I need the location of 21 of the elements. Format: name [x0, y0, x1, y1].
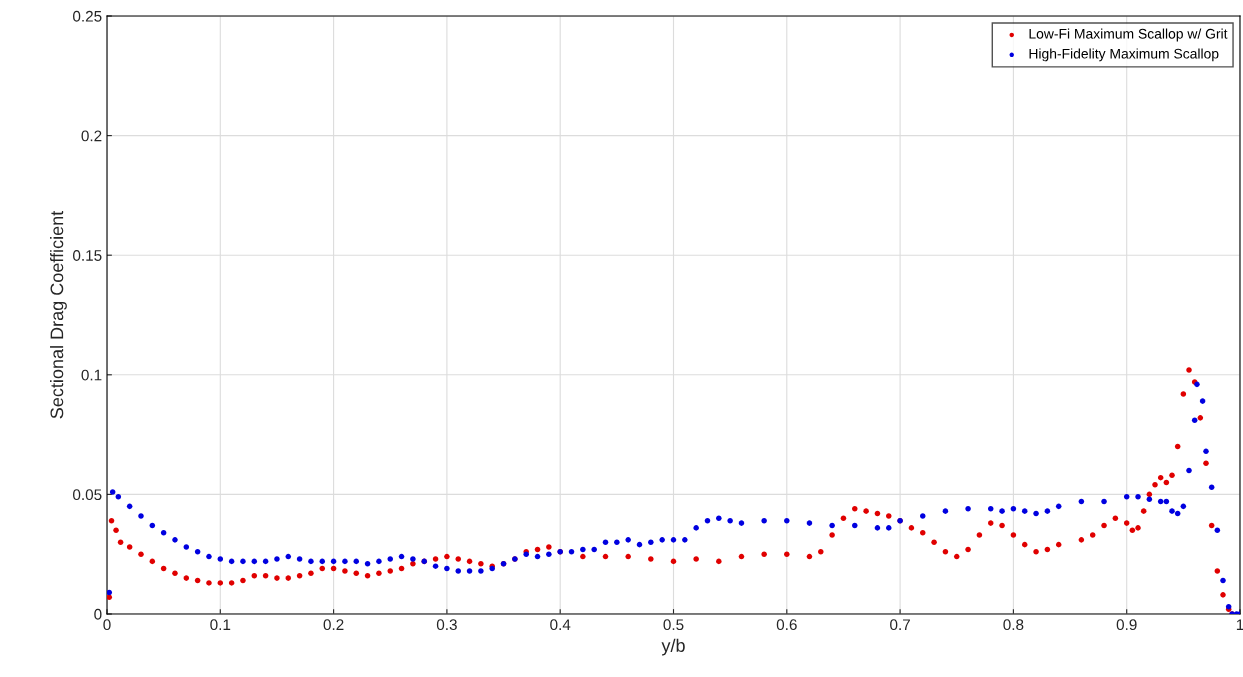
x-tick-label: 0.1 [210, 619, 231, 631]
x-tick-label: 0.4 [550, 619, 571, 631]
y-tick-label: 0.1 [81, 369, 102, 381]
legend-label: Low-Fi Maximum Scallop w/ Grit [1029, 28, 1228, 42]
y-tick-label: 0.05 [73, 489, 102, 501]
x-tick-label: 0.9 [1116, 619, 1137, 631]
x-tick-label: 1 [1236, 619, 1243, 630]
x-tick-label: 0.8 [1003, 619, 1024, 631]
legend-label: High-Fidelity Maximum Scallop [1029, 48, 1219, 62]
x-tick-label: 0.7 [890, 619, 910, 631]
y-axis-title: Sectional Drag Coefficient [50, 210, 67, 419]
x-axis-title: y/b [661, 638, 685, 656]
x-tick-label: 0.3 [436, 619, 457, 631]
x-tick-label: 0 [103, 619, 111, 631]
y-tick-label: 0 [94, 608, 102, 620]
y-tick-label: 0.25 [73, 10, 102, 22]
x-tick-label: 0.5 [663, 619, 684, 631]
y-tick-label: 0.2 [81, 130, 102, 142]
x-tick-label: 0.2 [323, 619, 344, 631]
y-tick-label: 0.15 [73, 250, 102, 261]
x-tick-label: 0.6 [776, 619, 797, 631]
